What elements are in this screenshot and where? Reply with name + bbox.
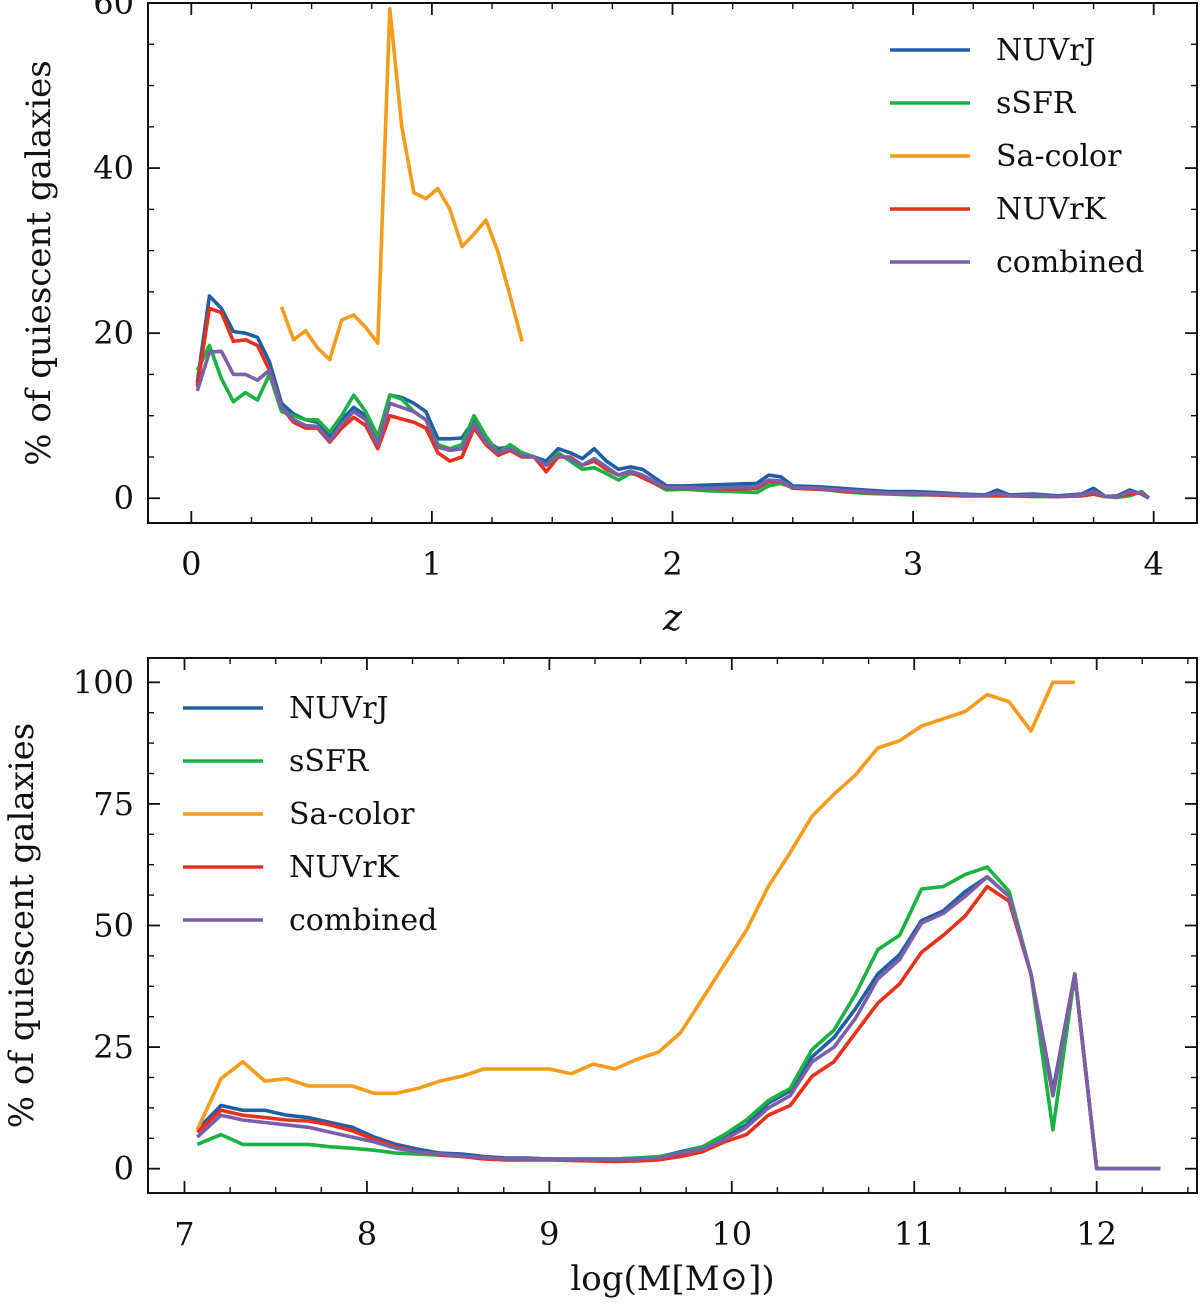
y-tick-label: 60 (93, 0, 134, 22)
x-tick-label: 11 (894, 1215, 935, 1253)
x-axis: 7 8 9 10 11 12 (174, 658, 1189, 1253)
legend-label: combined (289, 903, 437, 938)
legend-label: NUVrJ (289, 691, 389, 726)
y-axis-label: % of quiescent galaxies (19, 60, 59, 465)
legend-item-sa-color: Sa-color (890, 139, 1122, 174)
x-tick-label: 8 (357, 1215, 377, 1253)
legend-item-combined: combined (890, 245, 1144, 280)
legend-label: sSFR (289, 744, 370, 779)
series-group (195, 680, 1161, 1171)
legend-label: sSFR (996, 86, 1077, 121)
x-tick-label: 12 (1076, 1215, 1117, 1253)
legend-label: Sa-color (996, 139, 1122, 174)
legend-label: NUVrJ (996, 33, 1096, 68)
legend: NUVrJ sSFR Sa-color NUVrK combined (183, 691, 437, 938)
legend-label: NUVrK (289, 850, 400, 885)
y-axis: 0 25 50 75 100 (73, 663, 1197, 1188)
series-line-combined (195, 349, 1150, 500)
y-tick-label: 20 (93, 314, 134, 352)
legend-item-ssfr: sSFR (890, 86, 1077, 121)
legend-item-nuvrk: NUVrK (890, 192, 1107, 227)
y-tick-label: 40 (93, 149, 134, 187)
legend-label: Sa-color (289, 797, 415, 832)
y-tick-label: 25 (93, 1028, 134, 1066)
series-line-combined (196, 875, 1161, 1171)
x-tick-label: 0 (181, 545, 201, 583)
x-tick-label: 1 (422, 545, 442, 583)
legend: NUVrJ sSFR Sa-color NUVrK combined (890, 33, 1144, 280)
legend-item-nuvrj: NUVrJ (890, 33, 1096, 68)
chart-bottom-stellar-mass: 7 8 9 10 11 12 0 25 50 75 100 % of quiescent galaxi… (2, 657, 1198, 1299)
x-tick-label: 4 (1144, 545, 1164, 583)
series-group (195, 7, 1151, 500)
legend-item-sa-color: Sa-color (183, 797, 415, 832)
legend-item-ssfr: sSFR (183, 744, 370, 779)
x-tick-label: 7 (174, 1215, 194, 1253)
series-line-nuvrk (195, 306, 1151, 500)
y-tick-label: 75 (93, 785, 134, 823)
y-tick-label: 0 (114, 479, 134, 517)
series-line-sa-color (279, 7, 524, 362)
series-line-sa-color (195, 680, 1075, 1131)
y-tick-label: 0 (114, 1150, 134, 1188)
x-tick-label: 3 (903, 545, 923, 583)
y-axis: 0 20 40 60 (93, 0, 1197, 517)
series-line-nuvrk (196, 884, 1161, 1171)
x-tick-label: 2 (662, 545, 682, 583)
legend-item-nuvrj: NUVrJ (183, 691, 389, 726)
y-tick-label: 100 (73, 663, 134, 701)
x-axis-label: z (662, 598, 683, 639)
y-axis-label: % of quiescent galaxies (2, 723, 42, 1128)
x-axis: 0 1 2 3 4 (181, 3, 1164, 583)
x-tick-label: 10 (711, 1215, 752, 1253)
x-axis-label: log(M[M⊙]) (570, 1259, 774, 1299)
legend-item-combined: combined (183, 903, 437, 938)
legend-label: combined (996, 245, 1144, 280)
x-tick-label: 9 (539, 1215, 559, 1253)
legend-label: NUVrK (996, 192, 1107, 227)
y-tick-label: 50 (93, 907, 134, 945)
legend-item-nuvrk: NUVrK (183, 850, 400, 885)
